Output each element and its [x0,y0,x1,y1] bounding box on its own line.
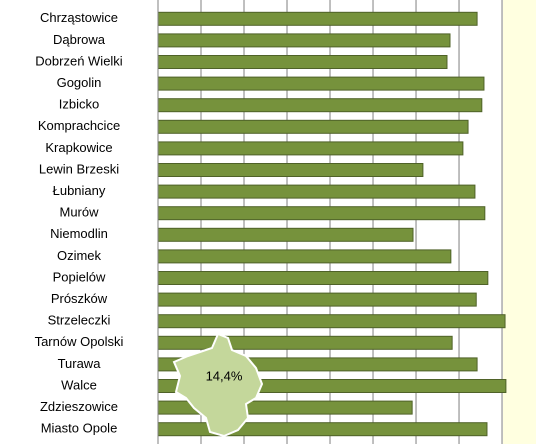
plot-margin [503,0,536,444]
bar [157,206,486,221]
bar [157,249,452,264]
bar [157,335,453,350]
bar [157,227,414,242]
bar [157,76,485,91]
category-label: Tarnów Opolski [35,334,124,349]
bar [157,314,506,329]
bar [157,292,477,307]
bar [157,98,483,113]
bar [157,119,469,134]
map-annotation: 14,4% [172,332,264,438]
category-label: Niemodlin [50,226,108,241]
category-label: Lewin Brzeski [39,161,119,176]
bar [157,163,424,177]
category-label: Popielów [53,269,106,284]
category-label: Turawa [58,356,102,371]
bar [157,271,489,285]
category-label: Łubniany [53,183,106,198]
category-label: Dobrzeń Wielki [35,53,123,68]
category-label: Dąbrowa [53,32,106,47]
category-label: Prószków [51,291,108,306]
category-label: Komprachcice [38,118,120,133]
map-shape [172,332,264,438]
annotation-label: 14,4% [206,368,243,383]
category-label: Strzeleczki [48,313,111,328]
category-label: Ozimek [57,248,102,263]
bar [157,11,478,26]
category-label: Zdzieszowice [40,399,118,414]
bar [157,33,451,48]
bar [157,184,476,199]
bar [157,141,464,156]
category-label: Walce [61,377,97,392]
category-label: Miasto Opole [41,421,118,436]
category-label: Izbicko [59,97,99,112]
category-label: Krapkowice [45,140,112,155]
bar [157,55,448,69]
category-label: Chrząstowice [40,10,118,25]
category-label: Murów [59,205,99,220]
category-label: Gogolin [57,75,102,90]
